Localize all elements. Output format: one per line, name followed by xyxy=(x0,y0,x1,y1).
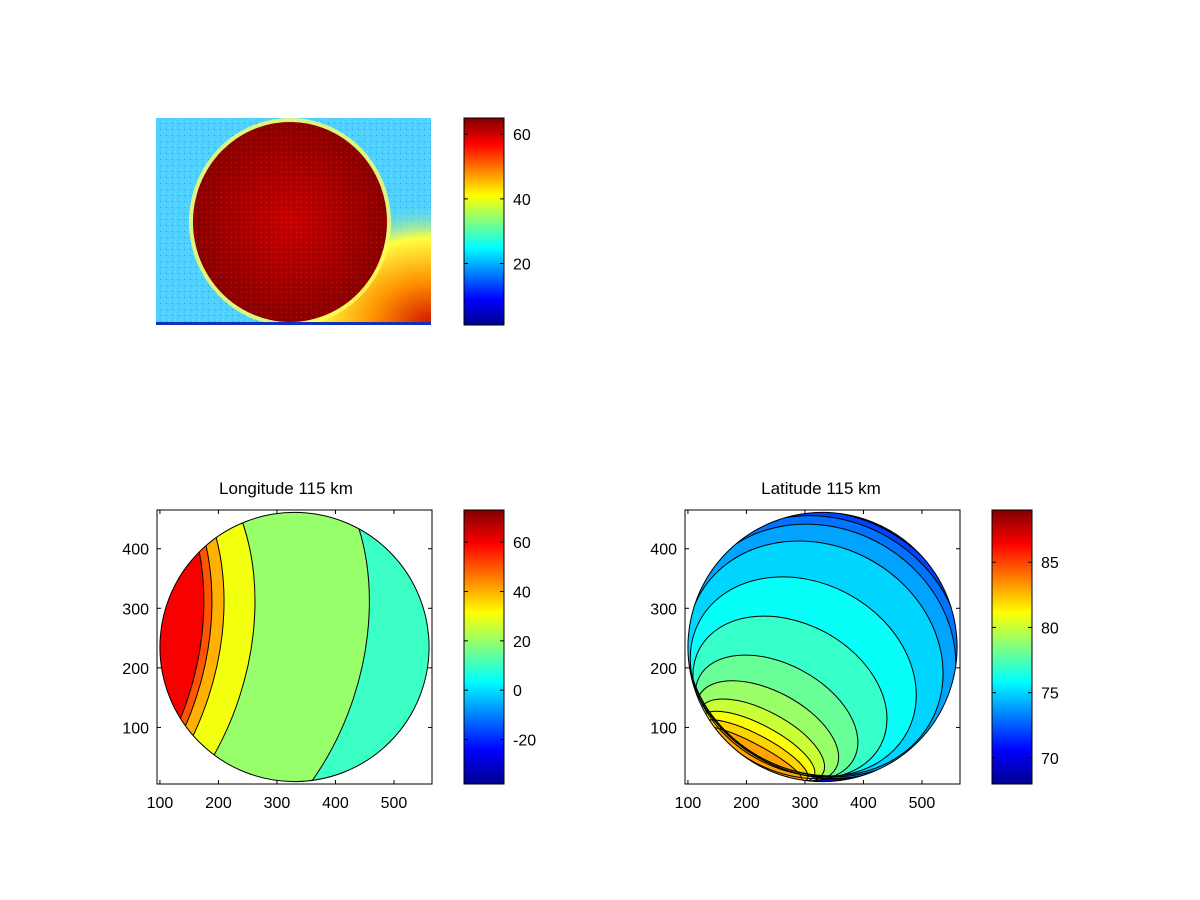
longitude-contour-line xyxy=(159,512,256,782)
image-colorbar-bar xyxy=(463,117,505,326)
longitude-contour-line xyxy=(159,512,225,782)
latitude-panel: Latitude 115 km 100 200 300 400 500 100 200 300… xyxy=(650,479,1059,812)
longitude-colorbar-tick-label: 40 xyxy=(513,584,531,601)
latitude-title: Latitude 115 km xyxy=(761,479,881,498)
latitude-colorbar-ticks: 70 75 80 85 xyxy=(992,555,1059,768)
latitude-colorbar-bar xyxy=(991,509,1033,785)
latitude-y-tick-label: 300 xyxy=(650,601,677,618)
longitude-panel: Longitude 115 km 100 200 300 400 50010020030… xyxy=(122,479,536,812)
longitude-y-tick-label: 200 xyxy=(122,661,149,678)
image-heatmap xyxy=(156,118,431,326)
latitude-contour-line xyxy=(689,576,917,778)
longitude-y-tick-label: 300 xyxy=(122,601,149,618)
image-panel: 20 40 60 xyxy=(156,117,531,326)
latitude-contour-line xyxy=(687,540,944,777)
longitude-x-tick-label: 200 xyxy=(205,795,232,812)
longitude-x-tick-label: 400 xyxy=(322,795,349,812)
image-colorbar-tick-label: 20 xyxy=(513,257,531,274)
latitude-x-tick-label: 100 xyxy=(675,795,702,812)
latitude-colorbar: 70 75 80 85 xyxy=(991,509,1059,785)
longitude-colorbar-bar xyxy=(463,509,505,785)
latitude-colorbar-tick-label: 75 xyxy=(1041,686,1059,703)
latitude-disk-rim xyxy=(687,511,958,783)
longitude-y-tick-label: 400 xyxy=(122,542,149,559)
longitude-colorbar: -20 0 20 40 60 xyxy=(463,509,536,785)
longitude-contour-line xyxy=(159,512,205,782)
image-colorbar-tick-label: 40 xyxy=(513,192,531,209)
latitude-colorbar-tick-label: 70 xyxy=(1041,751,1059,768)
latitude-axis-ticks: 100 200 300 400 500 100 200 300 400 xyxy=(650,510,960,812)
latitude-x-tick-label: 400 xyxy=(850,795,877,812)
longitude-colorbar-tick-label: 20 xyxy=(513,634,531,651)
longitude-contour-fill xyxy=(159,512,430,782)
longitude-title: Longitude 115 km xyxy=(219,479,353,498)
image-colorbar-tick-label: 60 xyxy=(513,127,531,144)
longitude-colorbar-tick-label: 0 xyxy=(513,683,522,700)
latitude-contour-line xyxy=(692,615,888,780)
longitude-y-tick-label: 100 xyxy=(122,720,149,737)
latitude-y-tick-label: 200 xyxy=(650,661,677,678)
longitude-contour-line xyxy=(159,512,213,782)
longitude-x-tick-label: 500 xyxy=(381,795,408,812)
image-colorbar-ticks: 20 40 60 xyxy=(464,127,531,274)
latitude-colorbar-tick-label: 80 xyxy=(1041,620,1059,637)
latitude-colorbar-tick-label: 85 xyxy=(1041,555,1059,572)
longitude-x-tick-label: 100 xyxy=(147,795,174,812)
latitude-x-tick-label: 200 xyxy=(733,795,760,812)
longitude-axis-ticks: 100 200 300 400 500 100 200 300 400 xyxy=(122,510,432,812)
longitude-contour-line xyxy=(159,512,370,782)
longitude-colorbar-ticks: -20 0 20 40 60 xyxy=(464,535,536,750)
longitude-colorbar-tick-label: 60 xyxy=(513,535,531,552)
latitude-x-tick-label: 500 xyxy=(909,795,936,812)
longitude-x-tick-label: 300 xyxy=(264,795,291,812)
latitude-contour-fill xyxy=(687,512,958,782)
latitude-y-tick-label: 100 xyxy=(650,720,677,737)
longitude-disk-rim xyxy=(159,511,430,783)
image-colorbar: 20 40 60 xyxy=(463,117,531,326)
latitude-y-tick-label: 400 xyxy=(650,542,677,559)
latitude-x-tick-label: 300 xyxy=(792,795,819,812)
longitude-colorbar-tick-label: -20 xyxy=(513,733,536,750)
